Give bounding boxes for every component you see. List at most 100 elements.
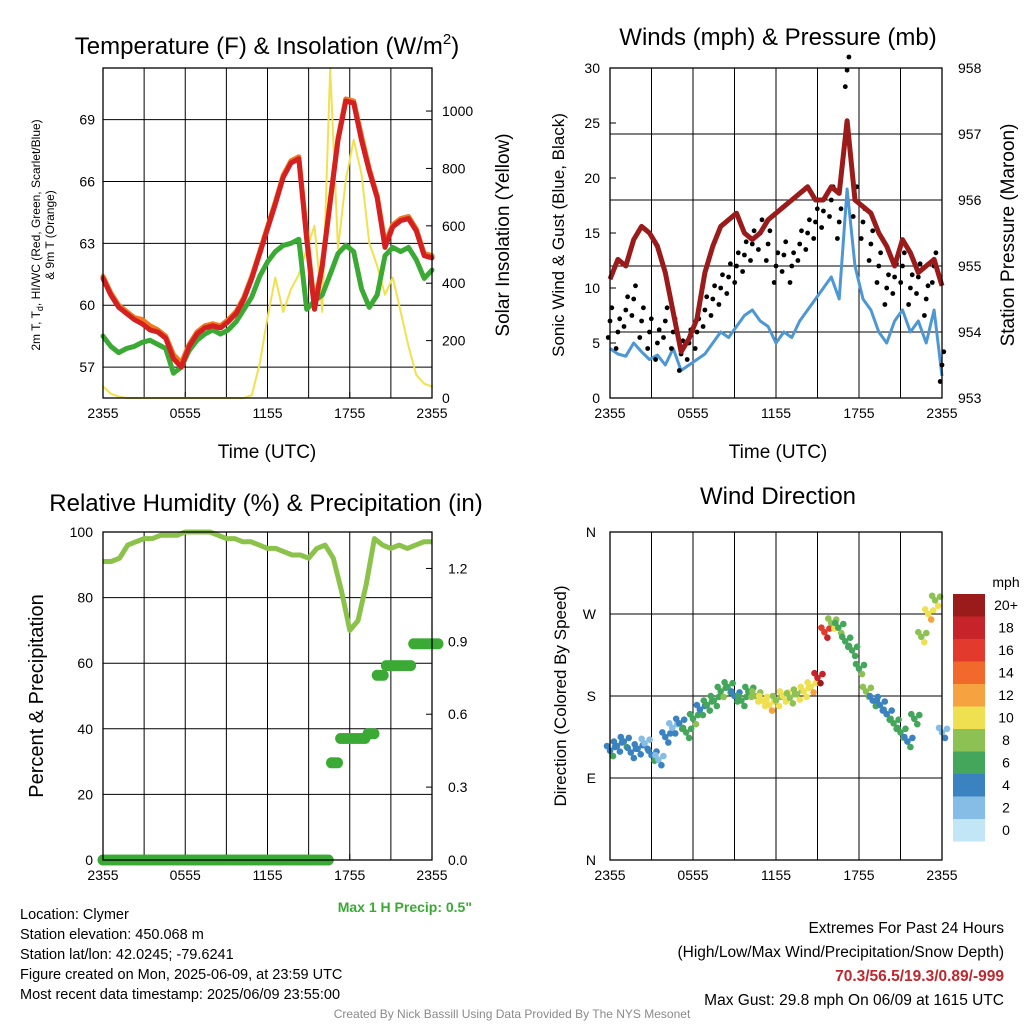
wdir-point [646,736,653,743]
wdir-point [881,698,889,705]
wind-y2-tick-label: 957 [958,126,982,142]
wind-gust-point [781,252,787,258]
wind-y-tick-label: 10 [584,280,600,296]
rh-y2-tick-label: 0.6 [448,706,468,722]
wdir-point [660,752,667,760]
wind-gust-point [789,263,795,269]
wind-x-tick-label: 2355 [594,405,625,421]
wind-gust-point [647,329,652,335]
wind-gust-point [765,241,771,247]
temp-right-axis-label: Solar Insolation (Yellow) [493,133,514,336]
wind-gust-point [898,280,904,285]
temperature-plot: 2355 0555 1155 1755 2355 57 60 63 66 69 0 200 400 600… [79,67,473,421]
rh-panel-title: Relative Humidity (%) & Precipitation (i… [49,490,482,517]
temp-y-tick-label: 63 [79,235,95,251]
wdir-point [921,638,928,646]
wind-y2-tick-label: 958 [958,60,982,76]
temp-y2-tick-label: 400 [442,275,466,291]
wind-gust-point [692,346,698,351]
wdir-point [679,724,687,732]
wind-gust-point [771,280,777,285]
wdir-point [817,679,824,687]
wind-gust-point [799,228,804,234]
temp-x-tick-label: 2355 [87,405,118,421]
wdir-point [943,725,951,733]
temp-series-green [100,236,435,376]
extremes-title: Extremes For Past 24 Hours [808,920,1004,937]
wind-gust-point [639,318,644,324]
rh-x-tick-label: 1755 [334,867,365,883]
wind-gust-point [787,280,793,285]
wdir-point [713,702,721,710]
wdir-point [776,688,784,695]
wind-gust-point [844,67,850,73]
legend-swatch [953,684,985,707]
wdir-point [652,751,659,759]
wdir-y-tick-label: W [583,606,597,622]
wdir-point [832,619,839,627]
wdir-point [685,734,693,742]
wind-gust-point [751,228,757,234]
wind-gust-point [621,324,627,329]
wind-gust-point [700,324,706,329]
wdir-point [804,679,811,686]
credit-text: Created By Nick Bassill Using Data Provi… [333,1007,691,1021]
wdir-point [783,690,791,697]
wind-gust-point [633,283,638,289]
wind-gust-point [694,329,700,335]
pressure-line [607,118,945,355]
rh-y2-tick-label: 1.2 [448,560,468,576]
wind-y-tick-label: 5 [592,335,600,351]
created-text: Figure created on Mon, 2025-06-09, at 23… [20,967,343,983]
wind-gust-point [773,263,779,269]
wind-y-tick-label: 15 [584,225,600,241]
wind-gust-point [923,296,929,302]
wdir-point [927,616,935,623]
wind-gust-point [909,272,915,278]
wind-gust-point [917,261,923,267]
wdir-point [616,748,624,755]
max-gust-text: Max Gust: 29.8 mph On 06/09 at 1615 UTC [704,992,1004,1009]
rh-plot: 2355 0555 1155 1755 23550204060801000.00.30.… [70,524,468,883]
wind-gust-point [704,294,710,300]
wdir-point [749,688,756,695]
wdir-panel-title: Wind Direction [700,483,856,510]
legend-label: 14 [998,665,1014,681]
wdir-point [659,729,666,736]
wdir-point [672,730,679,737]
legend-label: 20+ [994,597,1018,613]
wind-gust-point [929,280,935,285]
temp-y-tick-label: 69 [79,112,95,128]
wind-gust-point [629,313,635,318]
wdir-point [852,660,860,668]
legend-swatch [953,594,985,617]
legend-label: 16 [998,642,1014,658]
rh-y-tick-label: 40 [77,721,93,737]
wind-gust-point [821,208,826,214]
wind-gust-point [623,307,629,313]
wind-gust-point [712,283,717,289]
rh-y-tick-label: 20 [77,786,93,802]
wdir-point [680,716,688,723]
wdir-point [845,642,853,650]
wdir-point [625,734,633,742]
wind-gust-point [720,272,725,278]
wind-gust-point [684,357,690,362]
wind-gust-point [763,258,769,263]
wind-y-tick-label: 20 [584,170,600,186]
wind-gust-point [779,269,785,274]
wdir-point [901,733,908,741]
wdir-point [775,702,783,710]
latlon-text: Station lat/lon: 42.0245; -79.6241 [20,947,234,963]
wdir-y-tick-label: E [587,770,596,786]
temp-x-tick-label: 1755 [334,405,365,421]
wind-gust-point [933,250,939,256]
wdir-point [789,700,797,707]
wind-gust-point [702,307,708,313]
wdir-point [914,720,921,728]
wind-gust-point [827,214,832,219]
wdir-point [838,633,846,641]
wdir-point [840,620,847,628]
wdir-point [609,752,617,760]
wind-speed-line [609,187,944,377]
